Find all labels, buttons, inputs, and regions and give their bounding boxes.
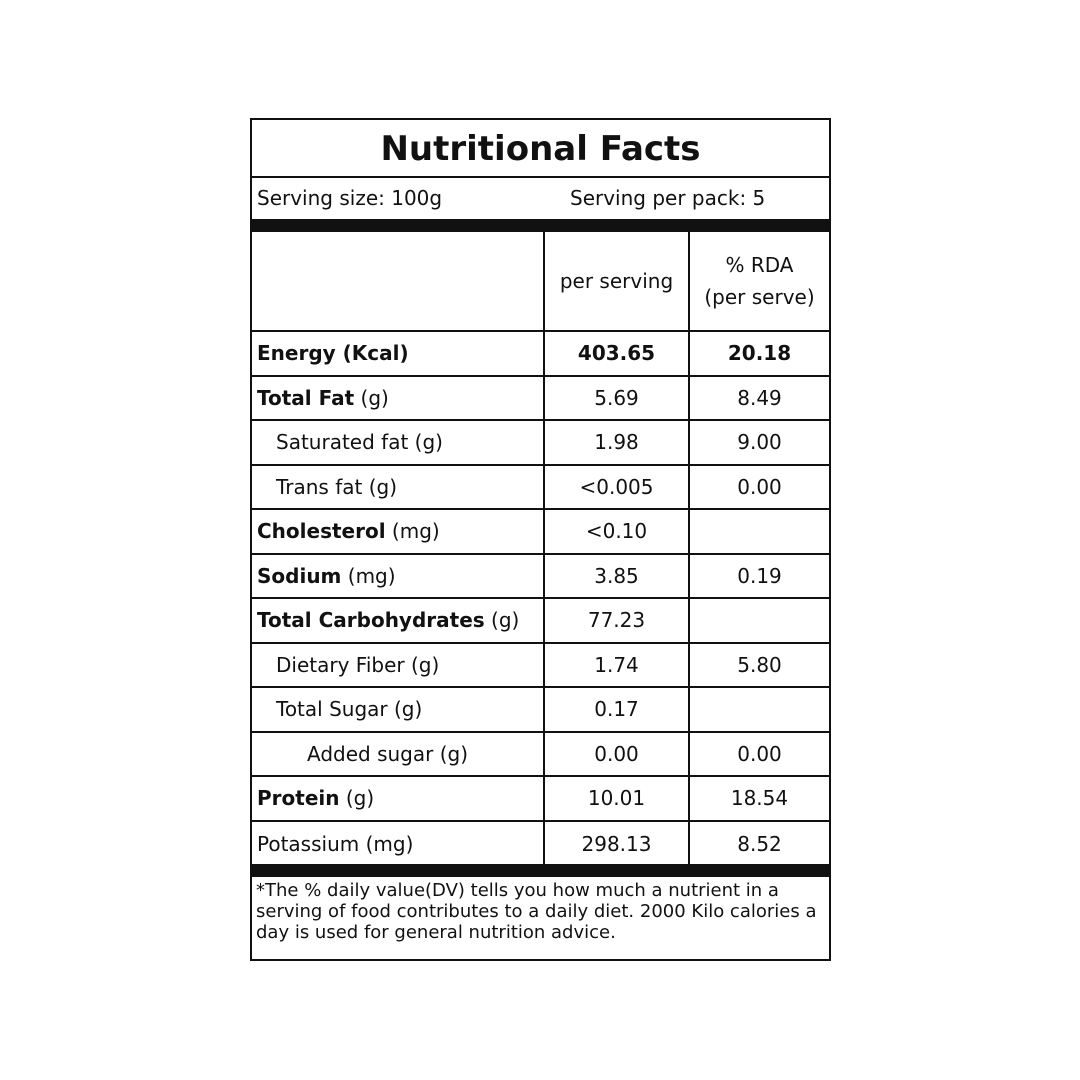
table-row: Protein (g) 10.01 18.54 [252, 777, 829, 822]
nutrient-name: Cholesterol (mg) [252, 510, 545, 553]
nutrient-name: Potassium (mg) [252, 821, 545, 866]
per-serving-value: 0.00 [545, 732, 690, 775]
nutrient-name-unit: Dietary Fiber (g) [276, 652, 440, 677]
table-row: Dietary Fiber (g) 1.74 5.80 [252, 643, 829, 688]
nutrient-name-bold: Total Fat [257, 385, 355, 410]
nutrient-name-bold: Protein [257, 786, 340, 811]
table-row: Added sugar (g) 0.00 0.00 [252, 732, 829, 777]
table-row: Total Carbohydrates (g) 77.23 [252, 599, 829, 644]
table-row: Cholesterol (mg) <0.10 [252, 510, 829, 555]
nutrient-name-unit: (g) [484, 608, 520, 633]
rda-value: 9.00 [737, 430, 782, 455]
rda-value: 0.00 [737, 474, 782, 499]
table-row: Trans fat (g) <0.005 0.00 [252, 465, 829, 510]
nutrient-table: per serving % RDA (per serve) Energy (Kc… [252, 232, 829, 866]
rda-value: 20.18 [727, 341, 792, 366]
header-blank-cell [252, 232, 545, 330]
nutrient-name-unit: Potassium (mg) [257, 831, 414, 856]
nutrient-name-unit: (mg) [341, 563, 396, 588]
nutrient-name-unit: Saturated fat (g) [276, 430, 443, 455]
per-serving-value: 0.17 [545, 688, 690, 731]
header-rda-line1: % RDA [725, 253, 794, 277]
per-serving-value: 403.65 [545, 332, 690, 375]
table-row: Sodium (mg) 3.85 0.19 [252, 554, 829, 599]
thick-divider-bottom [252, 864, 829, 877]
rda-value: 8.49 [737, 385, 782, 410]
table-header-row: per serving % RDA (per serve) [252, 232, 829, 332]
rda-value [690, 599, 829, 642]
nutrient-name-unit: Total Sugar (g) [276, 697, 423, 722]
rda-value: 0.19 [737, 563, 782, 588]
header-rda-line2: (per serve) [704, 285, 815, 309]
header-rda: % RDA (per serve) [690, 232, 829, 330]
rda-value [690, 510, 829, 553]
nutrient-name-bold: Cholesterol [257, 519, 386, 544]
nutrition-facts-label: Nutritional Facts Serving size: 100g Ser… [250, 118, 831, 961]
nutrient-name: Dietary Fiber (g) [252, 643, 545, 686]
rda-value: 5.80 [737, 652, 782, 677]
rda-value: 8.52 [737, 831, 782, 856]
per-serving-value: 77.23 [545, 599, 690, 642]
nutrient-name: Protein (g) [252, 777, 545, 820]
nutrient-name: Added sugar (g) [252, 732, 545, 775]
per-serving-value: 3.85 [545, 554, 690, 597]
footnote: *The % daily value(DV) tells you how muc… [256, 880, 817, 943]
table-row: Energy (Kcal) 403.65 20.18 [252, 332, 829, 377]
nutrient-name-bold: Sodium [257, 563, 342, 588]
serving-size: Serving size: 100g [257, 186, 443, 210]
per-serving-value: 5.69 [545, 376, 690, 419]
nutrient-name: Total Sugar (g) [252, 688, 545, 731]
nutrient-name-bold: Total Carbohydrates [257, 608, 485, 633]
nutrient-name-unit: Trans fat (g) [276, 474, 398, 499]
rda-value [690, 688, 829, 731]
per-serving-value: 1.74 [545, 643, 690, 686]
nutrient-name: Trans fat (g) [252, 465, 545, 508]
nutrient-name-unit: Added sugar (g) [307, 741, 469, 766]
nutrient-name: Sodium (mg) [252, 554, 545, 597]
nutrient-name: Total Carbohydrates (g) [252, 599, 545, 642]
serving-per-pack: Serving per pack: 5 [570, 186, 766, 210]
nutrient-name-bold: Energy (Kcal) [257, 341, 409, 366]
rda-value: 0.00 [737, 741, 782, 766]
table-row: Potassium (mg) 298.13 8.52 [252, 821, 829, 866]
thick-divider-top [252, 219, 829, 232]
table-row: Total Fat (g) 5.69 8.49 [252, 376, 829, 421]
nutrient-name: Total Fat (g) [252, 376, 545, 419]
table-row: Saturated fat (g) 1.98 9.00 [252, 421, 829, 466]
per-serving-value: 298.13 [545, 821, 690, 866]
per-serving-value: 10.01 [545, 777, 690, 820]
table-row: Total Sugar (g) 0.17 [252, 688, 829, 733]
header-per-serving: per serving [545, 232, 690, 330]
nutrient-name-unit: (g) [354, 385, 389, 410]
per-serving-value: <0.005 [545, 465, 690, 508]
nutrient-name: Saturated fat (g) [252, 421, 545, 464]
per-serving-value: 1.98 [545, 421, 690, 464]
per-serving-value: <0.10 [545, 510, 690, 553]
nutrient-name-unit: (mg) [385, 519, 440, 544]
label-title: Nutritional Facts [252, 120, 829, 178]
nutrient-name-unit: (g) [339, 786, 375, 811]
nutrient-name: Energy (Kcal) [252, 332, 545, 375]
serving-info-row: Serving size: 100g Serving per pack: 5 [252, 178, 829, 219]
rda-value: 18.54 [730, 786, 789, 811]
